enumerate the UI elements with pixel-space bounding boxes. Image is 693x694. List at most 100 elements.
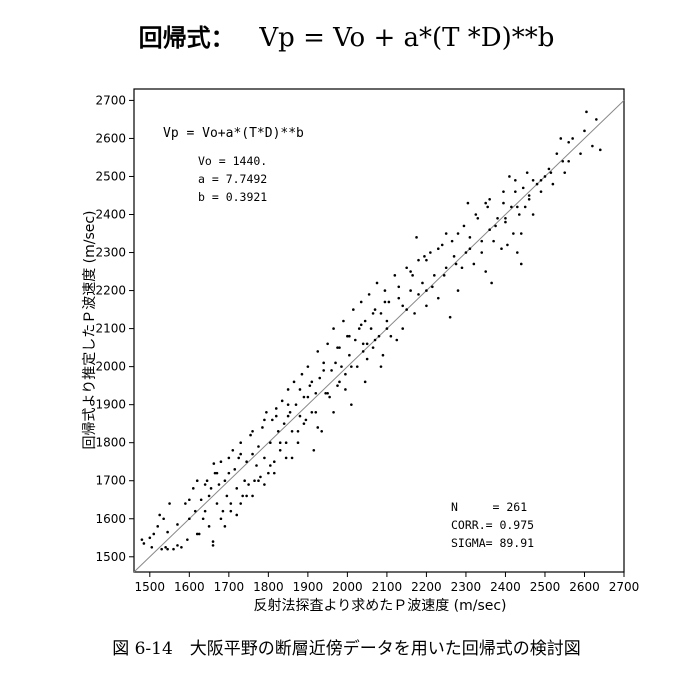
data-point xyxy=(316,350,320,353)
data-point xyxy=(219,460,223,464)
data-point xyxy=(176,544,179,547)
data-point xyxy=(162,517,165,521)
annotation-n: N = 261 xyxy=(451,500,527,514)
y-tick-label: 2500 xyxy=(95,169,126,183)
data-point xyxy=(510,205,513,209)
data-point xyxy=(274,414,278,418)
y-tick-label: 1900 xyxy=(95,398,126,412)
data-point xyxy=(397,285,401,289)
data-point xyxy=(186,538,189,541)
data-point xyxy=(375,281,379,285)
data-point xyxy=(259,475,262,479)
data-point xyxy=(212,462,216,465)
data-point xyxy=(314,391,318,395)
x-tick-label: 2600 xyxy=(569,580,600,594)
data-point xyxy=(367,293,371,296)
data-point xyxy=(334,361,337,365)
data-point xyxy=(296,441,300,444)
data-point xyxy=(164,545,167,549)
data-point xyxy=(417,258,420,262)
data-point xyxy=(251,452,254,456)
data-point xyxy=(527,194,531,197)
data-point xyxy=(379,312,383,315)
x-tick-label: 2300 xyxy=(451,580,482,594)
x-tick-label: 2100 xyxy=(372,580,403,594)
data-point xyxy=(448,315,452,319)
data-point xyxy=(559,137,563,140)
data-point xyxy=(523,205,527,209)
data-point xyxy=(140,538,144,541)
data-point xyxy=(421,281,424,285)
x-axis: 1500 1600 1700 1800 1900 2000 2100 2200 2300 2400… xyxy=(135,572,639,594)
data-point xyxy=(363,380,367,384)
data-point xyxy=(387,300,391,304)
data-point xyxy=(484,201,487,205)
data-point xyxy=(350,365,353,368)
data-point xyxy=(158,513,161,517)
data-point xyxy=(385,327,389,330)
data-point xyxy=(353,338,357,342)
data-point xyxy=(512,232,515,235)
data-point xyxy=(561,159,565,163)
annotation-corr: CORR.= 0.975 xyxy=(451,518,534,532)
data-point xyxy=(180,545,183,549)
data-point xyxy=(272,460,276,464)
data-point xyxy=(527,197,531,201)
data-point xyxy=(359,323,363,327)
data-point xyxy=(292,380,296,384)
title-japanese: 回帰式： xyxy=(138,24,235,52)
data-point xyxy=(484,270,487,273)
data-point xyxy=(233,468,237,471)
data-point xyxy=(223,479,227,483)
data-point xyxy=(302,422,306,425)
data-point xyxy=(381,353,385,357)
y-tick-label: 2200 xyxy=(95,284,126,298)
data-point xyxy=(393,274,397,277)
data-point xyxy=(365,357,369,361)
annotation-formula: Vp = Vo+a*(T*D)**b xyxy=(163,126,304,141)
data-point xyxy=(152,532,156,536)
title-formula: Vp = Vo + a*(T *D)**b xyxy=(259,23,555,53)
data-point xyxy=(197,532,201,536)
data-point xyxy=(450,239,454,243)
data-point xyxy=(346,334,349,338)
data-point xyxy=(338,346,341,349)
data-point xyxy=(460,266,464,270)
annotation-a: a = 7.7492 xyxy=(198,172,267,186)
data-point xyxy=(350,403,353,406)
data-point xyxy=(316,426,320,429)
data-point xyxy=(369,327,373,330)
data-point xyxy=(431,285,434,289)
y-axis: 1500 1600 1700 1800 1900 2000 2100 2200 2300 2400… xyxy=(95,93,134,564)
data-point xyxy=(365,342,369,346)
data-point xyxy=(142,542,146,545)
data-point xyxy=(494,224,497,228)
data-point xyxy=(290,429,294,433)
data-point xyxy=(555,152,559,155)
data-point xyxy=(595,118,598,121)
data-point xyxy=(261,426,264,429)
data-point xyxy=(504,217,507,220)
data-point xyxy=(324,391,327,395)
x-tick-label: 1900 xyxy=(293,580,324,594)
data-point xyxy=(215,471,219,475)
data-point xyxy=(539,178,543,182)
data-point xyxy=(571,137,574,140)
data-point xyxy=(516,205,519,209)
data-point xyxy=(517,213,521,216)
data-point xyxy=(294,403,298,406)
data-point xyxy=(373,338,377,342)
data-point xyxy=(468,247,472,251)
data-point xyxy=(429,251,432,254)
data-point xyxy=(267,471,270,475)
data-point xyxy=(591,144,594,148)
x-tick-label: 2500 xyxy=(530,580,561,594)
data-point xyxy=(286,403,290,406)
data-point xyxy=(476,217,480,220)
data-point xyxy=(300,372,304,376)
y-tick-label: 2700 xyxy=(95,93,126,107)
data-point xyxy=(342,319,345,323)
data-point xyxy=(543,175,547,178)
data-point xyxy=(440,243,444,247)
data-point xyxy=(239,441,242,444)
